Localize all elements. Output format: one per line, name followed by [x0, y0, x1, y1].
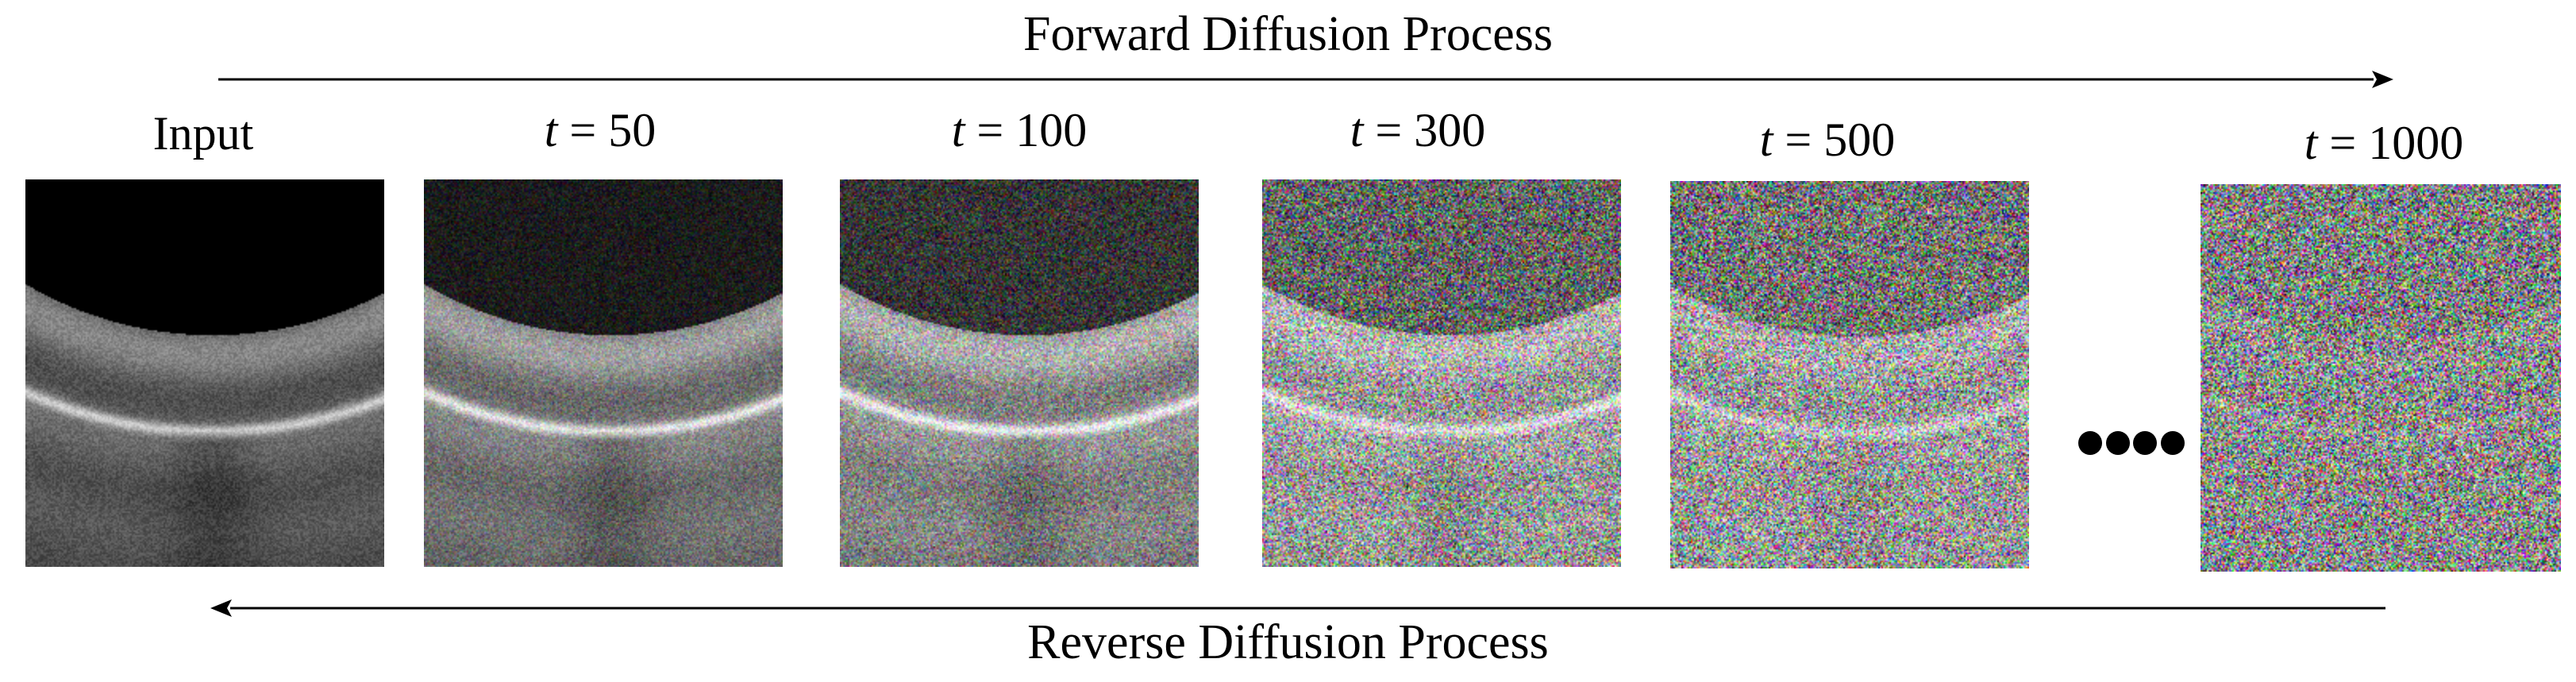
time-value: = 500: [1773, 114, 1896, 166]
time-variable: t: [544, 104, 558, 156]
frame-label-text: Input: [152, 107, 254, 160]
input-ultrasound-image: [25, 179, 384, 567]
frame-label-t100: t = 100: [952, 106, 1088, 154]
frame-label-input: Input: [153, 110, 254, 157]
ellipsis-dot: [2160, 431, 2185, 455]
time-variable: t: [1350, 104, 1364, 156]
forward-diffusion-title: Forward Diffusion Process: [1022, 7, 1553, 61]
frame-label-t500: t = 500: [1760, 116, 1896, 164]
noisy-image-t500: [1670, 181, 2029, 568]
time-value: = 50: [557, 104, 657, 156]
reverse-arrow: [210, 599, 2385, 617]
noisy-image-t1000: [2201, 184, 2561, 572]
time-value: = 1000: [2317, 117, 2464, 169]
time-value: = 300: [1363, 104, 1486, 156]
time-value: = 100: [965, 104, 1088, 156]
ellipsis-dot: [2078, 431, 2102, 455]
forward-arrow: [218, 71, 2393, 88]
ellipsis-dot: [2105, 431, 2130, 455]
frame-label-t50: t = 50: [545, 106, 657, 154]
time-variable: t: [2304, 117, 2318, 169]
ellipsis-dot: [2133, 431, 2158, 455]
ellipsis-dots: [2078, 429, 2185, 457]
reverse-diffusion-title: Reverse Diffusion Process: [1027, 615, 1549, 669]
frame-label-t1000: t = 1000: [2305, 119, 2464, 167]
noisy-image-t300: [1262, 179, 1621, 567]
noisy-image-t100: [840, 179, 1199, 567]
noisy-image-t50: [424, 179, 783, 567]
time-variable: t: [951, 104, 965, 156]
frame-label-t300: t = 300: [1350, 106, 1486, 154]
time-variable: t: [1759, 114, 1773, 166]
